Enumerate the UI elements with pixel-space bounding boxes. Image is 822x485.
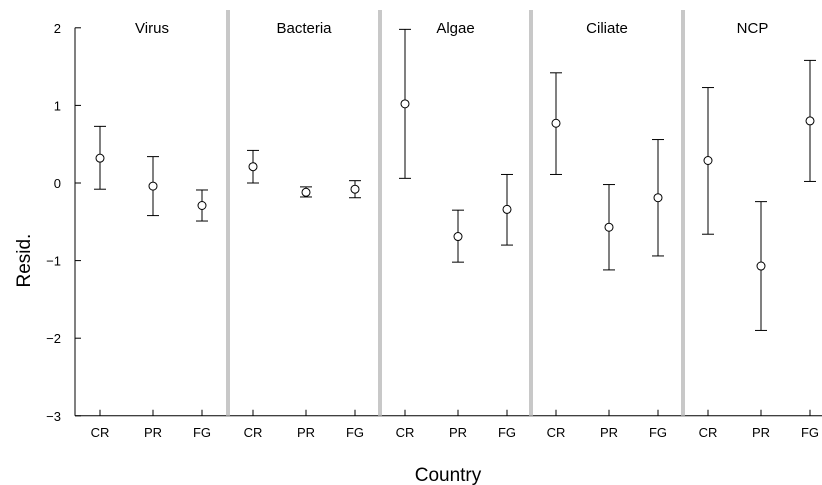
data-point bbox=[453, 232, 463, 242]
panel-title: Algae bbox=[436, 20, 474, 37]
x-tick-label: FG bbox=[801, 425, 819, 440]
data-point bbox=[805, 116, 815, 126]
y-tick-label: −2 bbox=[46, 331, 61, 346]
x-tick-label: CR bbox=[547, 425, 566, 440]
data-point bbox=[197, 201, 207, 211]
y-tick-label: 1 bbox=[54, 98, 61, 113]
y-tick-label: 0 bbox=[54, 176, 61, 191]
data-point bbox=[756, 261, 766, 271]
data-point bbox=[703, 155, 713, 165]
x-tick-label: PR bbox=[752, 425, 770, 440]
plot-area: 2 1 0 −1 −2 −3 Virus CR PR FG Bacteria CR PR FG Algae C… bbox=[46, 10, 822, 440]
x-tick-label: PR bbox=[144, 425, 162, 440]
data-point bbox=[551, 118, 561, 128]
panel-title: Ciliate bbox=[586, 20, 628, 37]
data-point bbox=[350, 184, 360, 194]
data-point bbox=[604, 222, 614, 232]
x-tick-label: PR bbox=[600, 425, 618, 440]
x-tick-label: PR bbox=[449, 425, 467, 440]
x-tick-label: CR bbox=[91, 425, 110, 440]
x-tick-label: FG bbox=[649, 425, 667, 440]
x-tick-label: FG bbox=[498, 425, 516, 440]
data-point bbox=[400, 99, 410, 109]
data-point bbox=[653, 193, 663, 203]
x-tick-label: PR bbox=[297, 425, 315, 440]
data-point bbox=[95, 153, 105, 163]
panel-title: Virus bbox=[135, 20, 169, 37]
data-point bbox=[301, 187, 311, 197]
x-tick-label: CR bbox=[699, 425, 718, 440]
data-point bbox=[248, 162, 258, 172]
panel-title: Bacteria bbox=[276, 20, 332, 37]
y-tick-label: 2 bbox=[54, 21, 61, 36]
data-point bbox=[148, 181, 158, 191]
y-tick-label: −1 bbox=[46, 254, 61, 269]
y-tick-label: −3 bbox=[46, 409, 61, 424]
panel-title: NCP bbox=[737, 20, 769, 37]
x-tick-label: CR bbox=[244, 425, 263, 440]
x-tick-label: FG bbox=[346, 425, 364, 440]
x-tick-label: FG bbox=[193, 425, 211, 440]
y-axis-title: Resid. bbox=[14, 234, 35, 288]
x-tick-label: CR bbox=[396, 425, 415, 440]
data-point bbox=[502, 204, 512, 214]
x-axis-title: Country bbox=[415, 465, 482, 485]
